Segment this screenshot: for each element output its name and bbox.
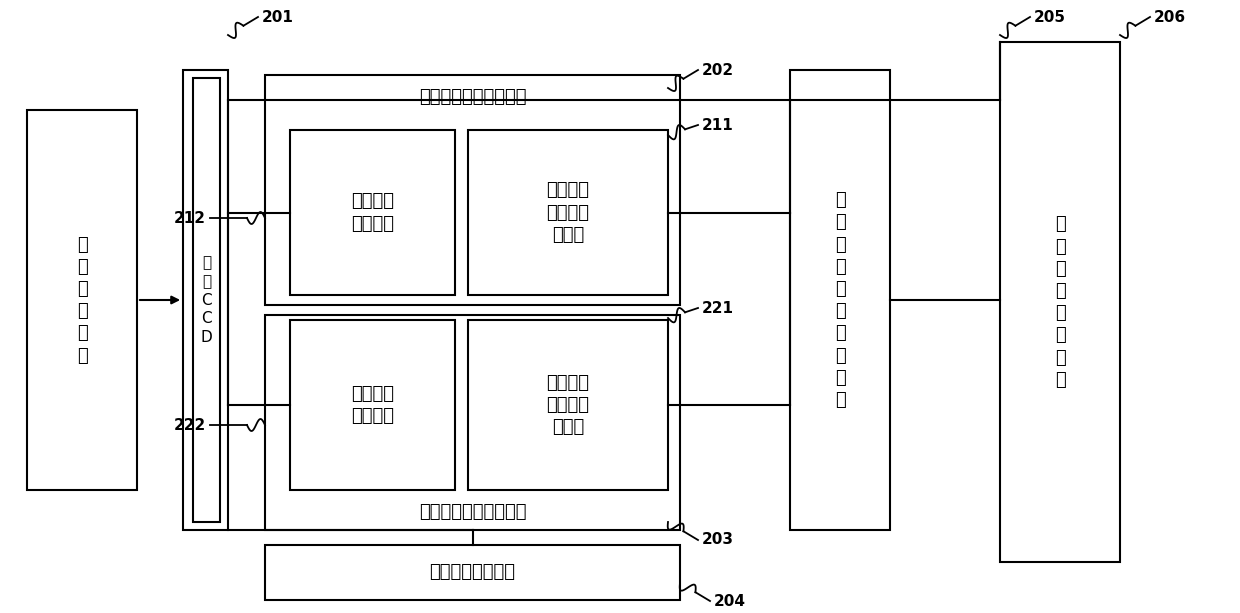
Text: 204: 204 <box>714 593 746 609</box>
Bar <box>27 110 136 490</box>
Text: 211: 211 <box>702 118 734 132</box>
Text: 紫
外
C
C
D: 紫 外 C C D <box>201 255 212 345</box>
Text: 模
拟
视
频
信
号
处
理
单
元: 模 拟 视 频 信 号 处 理 单 元 <box>835 191 846 409</box>
Bar <box>265 315 680 530</box>
Bar <box>999 42 1120 562</box>
Text: 视
频
数
据
处
理
单
元: 视 频 数 据 处 理 单 元 <box>1055 215 1065 389</box>
Text: 垂直电压
驱动电路: 垂直电压 驱动电路 <box>351 385 394 425</box>
Text: 水平电压
驱动电路: 水平电压 驱动电路 <box>351 192 394 232</box>
Text: 212: 212 <box>174 210 206 226</box>
Text: 垂直驱动信号产生单元: 垂直驱动信号产生单元 <box>419 503 526 521</box>
Text: 222: 222 <box>174 417 206 433</box>
Text: 水平驱动
时序发生
子单元: 水平驱动 时序发生 子单元 <box>547 181 589 244</box>
Text: 206: 206 <box>1154 9 1187 25</box>
Text: 221: 221 <box>702 300 734 316</box>
Bar <box>467 130 668 295</box>
Text: 垂直驱动
时序发生
子单元: 垂直驱动 时序发生 子单元 <box>547 374 589 436</box>
Bar <box>790 70 890 530</box>
Text: 偏置电压产生电路: 偏置电压产生电路 <box>429 563 516 582</box>
Text: 紫
外
光
学
镜
头: 紫 外 光 学 镜 头 <box>77 235 87 365</box>
Text: 203: 203 <box>702 533 734 547</box>
Text: 202: 202 <box>702 63 734 77</box>
Bar <box>290 320 455 490</box>
Bar <box>290 130 455 295</box>
Bar <box>265 75 680 305</box>
Text: 205: 205 <box>1034 9 1066 25</box>
Bar <box>193 78 219 522</box>
Bar <box>184 70 228 530</box>
Bar <box>467 320 668 490</box>
Bar <box>265 545 680 600</box>
Text: 201: 201 <box>262 9 294 25</box>
Text: 水平驱动信号产生单元: 水平驱动信号产生单元 <box>419 88 526 106</box>
